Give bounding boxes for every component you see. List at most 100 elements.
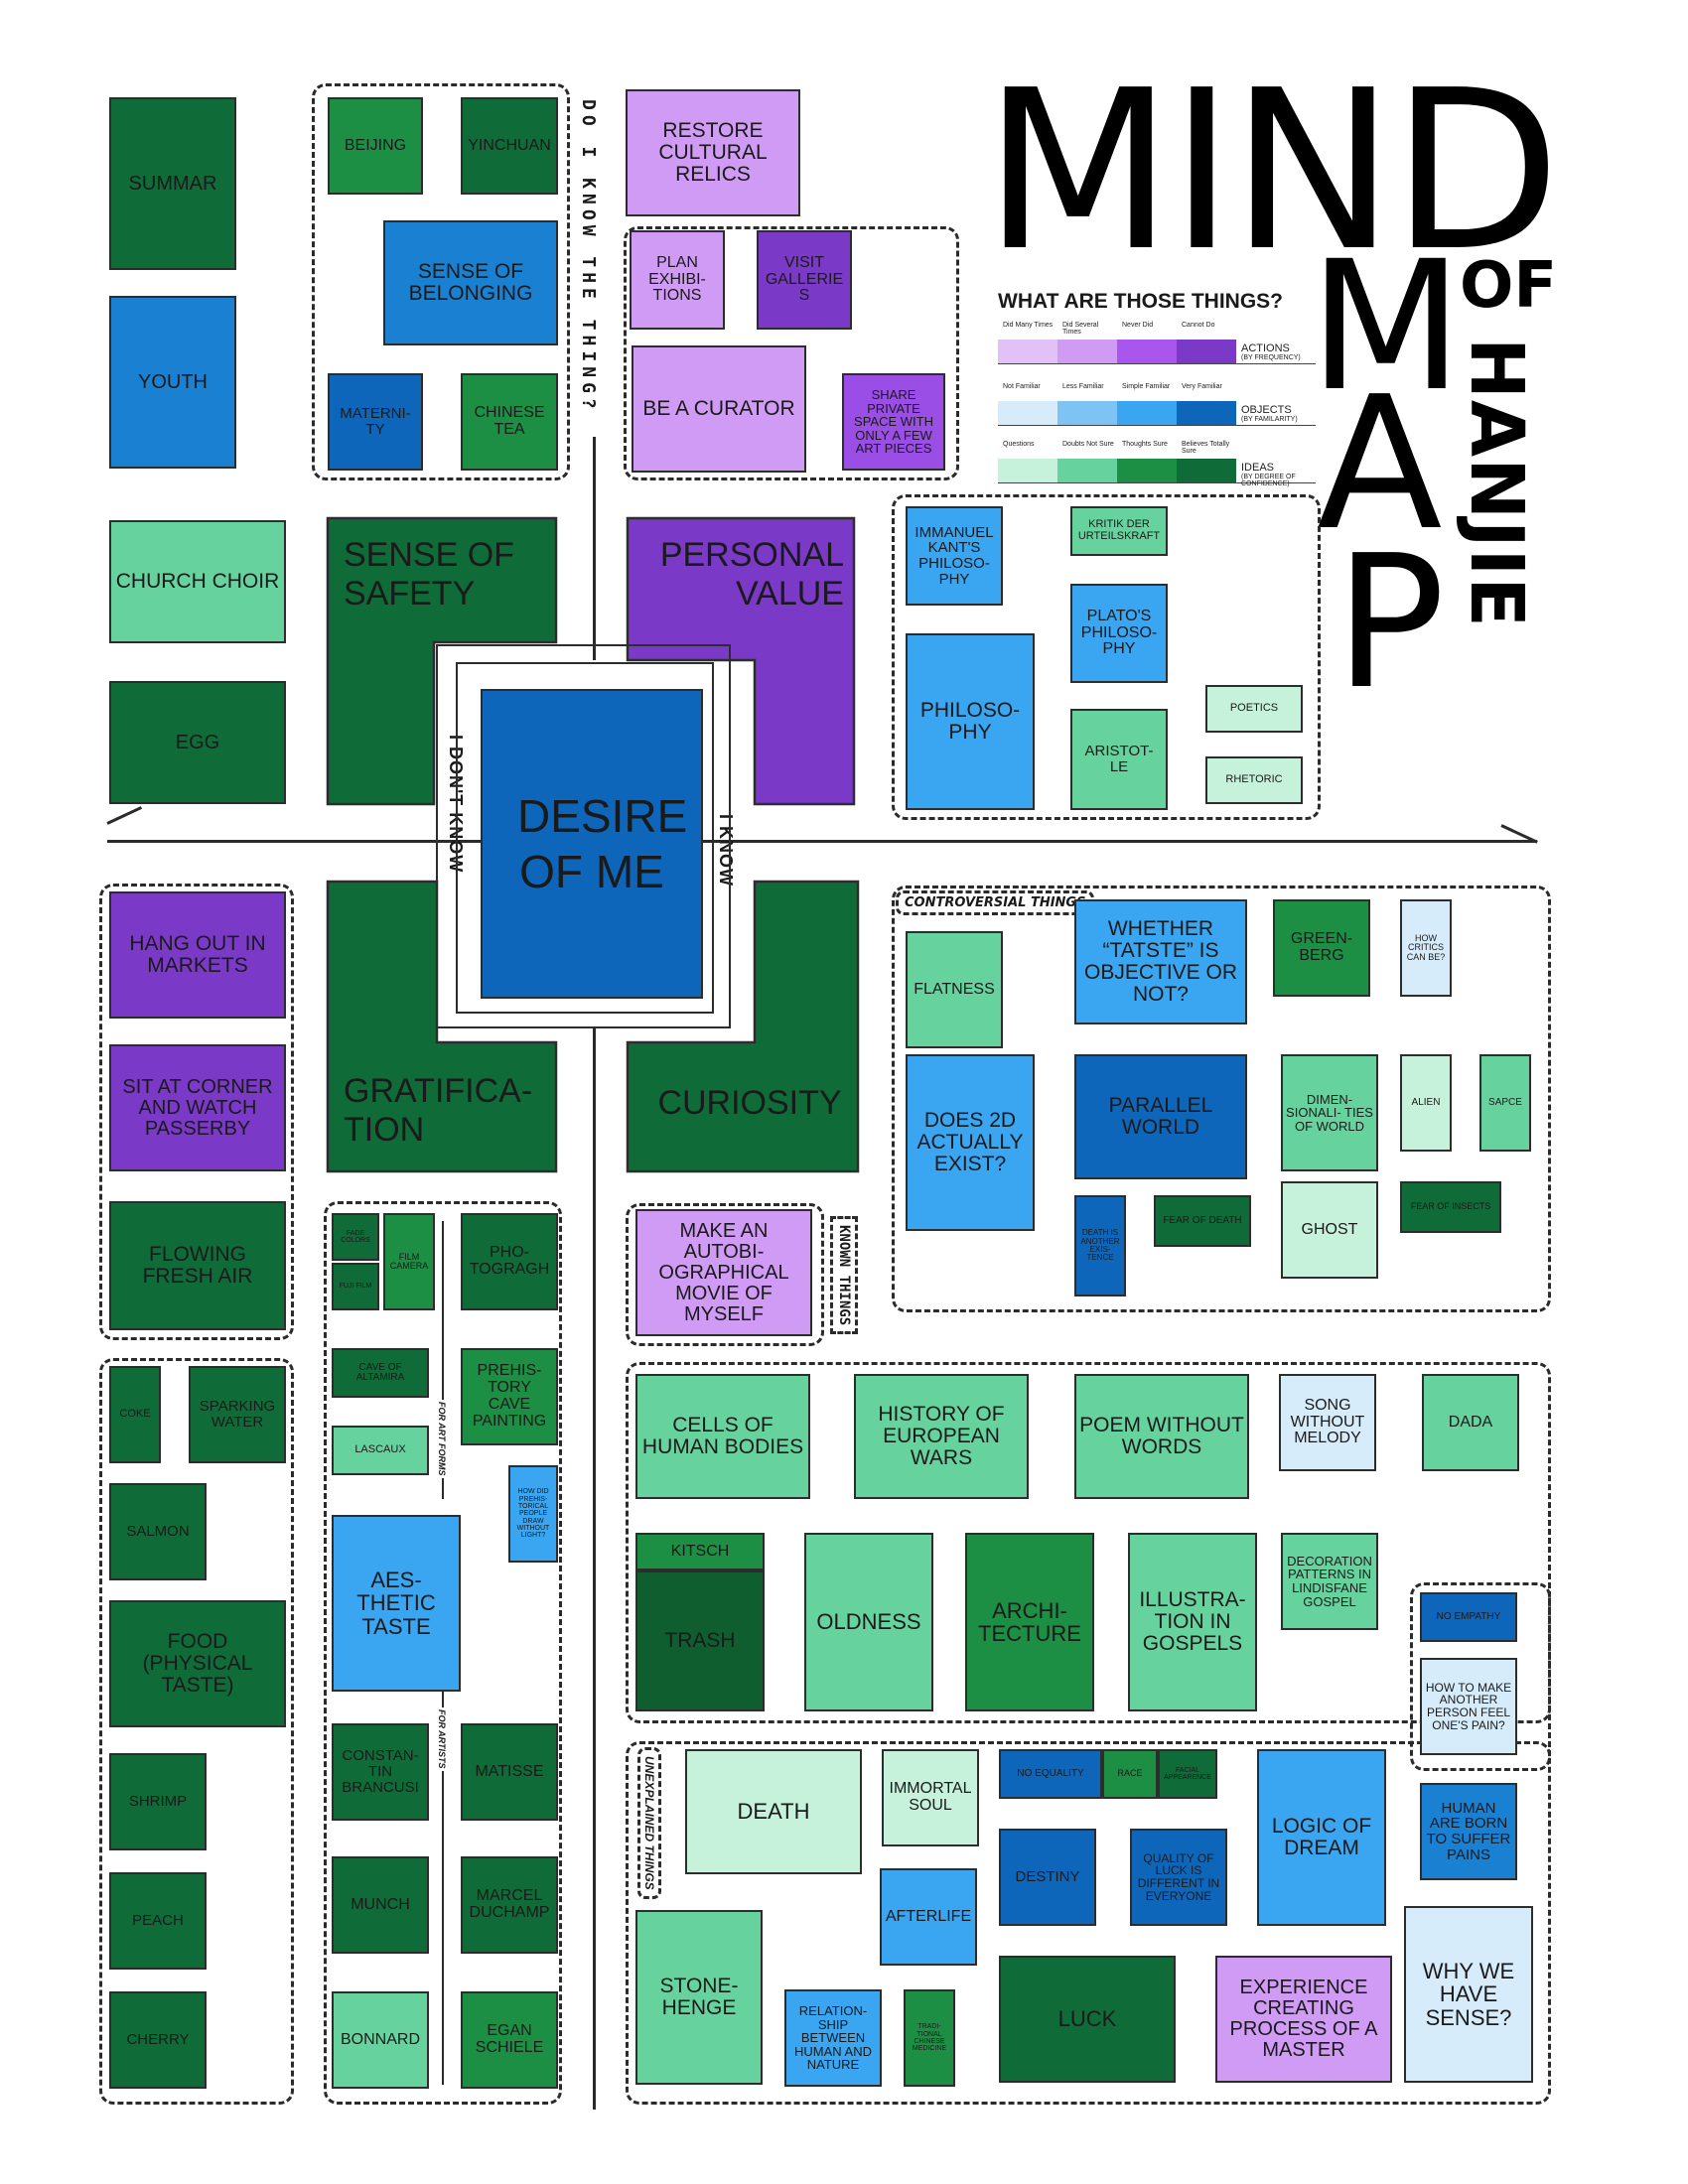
node-aesthetic: AES- THETIC TASTE [332, 1515, 461, 1692]
legend-swatch [1057, 401, 1117, 425]
node-label: DEATH [737, 1799, 810, 1825]
node-yinchuan: YINCHUAN [461, 97, 558, 195]
node-flatness: FLATNESS [906, 931, 1003, 1048]
node-chinese-tea: CHINESE TEA [461, 373, 558, 471]
node-label: WHETHER “TATSTE” IS OBJECTIVE OR NOT? [1083, 916, 1238, 1007]
node-dimensionalities: DIMEN- SIONALI- TIES OF WORLD [1281, 1054, 1378, 1171]
node-label: YOUTH [138, 370, 208, 393]
center-outline-inner [456, 662, 714, 1014]
legend-scale-label: Very Familiar [1182, 383, 1222, 390]
node-label: PHILOSO- PHY [919, 698, 1021, 744]
node-cherry: CHERRY [109, 1991, 207, 2089]
node-label: CELLS OF HUMAN BODIES [641, 1413, 804, 1458]
node-label: HISTORY OF EUROPEAN WARS [878, 1402, 1005, 1470]
node-duchamp: MARCEL DUCHAMP [461, 1856, 558, 1954]
legend-scale-label: Not Familiar [1003, 383, 1041, 390]
legend-swatch [1057, 459, 1117, 482]
node-label: BONNARD [340, 2030, 420, 2048]
node-brancusi: CONSTAN- TIN BRANCUSI [332, 1723, 429, 1821]
node-label: DESTINY [1015, 1868, 1080, 1886]
node-label: DADA [1448, 1413, 1493, 1431]
node-munch: MUNCH [332, 1856, 429, 1954]
node-does2d: DOES 2D ACTUALLY EXIST? [906, 1054, 1035, 1231]
node-label: FADE COLORS [341, 1229, 370, 1244]
node-philosophy: PHILOSO- PHY [906, 633, 1035, 810]
node-label: RACE [1117, 1768, 1143, 1779]
node-label: CHURCH CHOIR [115, 569, 280, 593]
node-label: FEAR OF DEATH [1163, 1214, 1242, 1226]
node-label: POEM WITHOUT WORDS [1079, 1413, 1244, 1458]
title-p: P [1335, 515, 1446, 730]
legend-rule [998, 363, 1316, 364]
node-label: MATISSE [475, 1762, 544, 1780]
node-tatste: WHETHER “TATSTE” IS OBJECTIVE OR NOT? [1074, 899, 1247, 1024]
node-label: DIMEN- SIONALI- TIES OF WORLD [1286, 1091, 1373, 1134]
title-a: A [1317, 356, 1443, 571]
node-label: SENSE OF BELONGING [408, 259, 533, 305]
node-photograph: PHO- TOGRAGH [461, 1213, 558, 1310]
node-label: PEACH [132, 1912, 184, 1930]
center-label: DESIRE OF ME [517, 789, 688, 897]
node-label: FUJI FILM [339, 1283, 372, 1291]
node-label: HANG OUT IN MARKETS [129, 931, 266, 977]
node-label: BEIJING [344, 136, 407, 154]
label-unexplained-things: UNEXPLAINED THINGS [637, 1747, 661, 1899]
node-label: CHERRY [126, 2031, 190, 2049]
node-label: MUNCH [351, 1895, 410, 1913]
node-poem: POEM WITHOUT WORDS [1074, 1374, 1249, 1499]
node-label: ALIEN [1411, 1096, 1441, 1108]
node-peach: PEACH [109, 1872, 207, 1970]
legend-scale-label: Cannot Do [1182, 322, 1215, 329]
node-label: EXPERIENCE CREATING PROCESS OF A MASTER [1229, 1977, 1378, 2061]
node-human-born: HUMAN ARE BORN TO SUFFER PAINS [1420, 1783, 1517, 1880]
node-poetics: POETICS [1205, 685, 1303, 733]
node-curator: BE A CURATOR [632, 345, 806, 473]
node-label: EGAN SCHIELE [475, 2022, 544, 2056]
node-label: MARCEL DUCHAMP [469, 1887, 550, 1921]
node-immortal: IMMORTAL SOUL [882, 1749, 979, 1846]
node-kritik: KRITIK DER URTEILSKRAFT [1070, 506, 1168, 556]
node-label: HUMAN ARE BORN TO SUFFER PAINS [1426, 1799, 1511, 1863]
node-plan-exh: PLAN EXHIBI- TIONS [630, 230, 725, 330]
node-label: ILLUSTRA- TION IN GOSPELS [1139, 1587, 1246, 1656]
legend-scale-label: Simple Familiar [1122, 383, 1171, 390]
group-art-forms [324, 1201, 562, 2105]
node-choir: CHURCH CHOIR [109, 520, 286, 643]
quadrant-safety-shape [326, 516, 558, 806]
node-sit-corner: SIT AT CORNER AND WATCH PASSERBY [109, 1044, 286, 1171]
node-label: FEAR OF INSECTS [1410, 1201, 1491, 1212]
node-label: YINCHUAN [468, 136, 551, 154]
node-aristotle: ARISTOT- LE [1070, 709, 1168, 810]
legend-category-name: IDEAS [1241, 462, 1275, 474]
axis-label-do-i-know: DO I KNOW THE THING? [578, 99, 599, 414]
node-label: FLATNESS [914, 980, 995, 998]
node-experience: EXPERIENCE CREATING PROCESS OF A MASTER [1215, 1956, 1392, 2083]
legend-swatch [1177, 459, 1236, 482]
node-fear-insects: FEAR OF INSECTS [1400, 1181, 1501, 1233]
node-label: WHY WE HAVE SENSE? [1422, 1959, 1515, 2030]
node-no-empathy: NO EMPATHY [1420, 1592, 1517, 1642]
legend-scale-label: Less Familiar [1062, 383, 1104, 390]
node-label: PLATO'S PHILOSO- PHY [1080, 607, 1158, 658]
node-rhetoric: RHETORIC [1205, 756, 1303, 804]
quadrant-curio-label: CURIOSITY [657, 1084, 842, 1122]
node-visit-gal: VISIT GALLERIES [757, 230, 852, 330]
node-label: DOES 2D ACTUALLY EXIST? [916, 1108, 1024, 1176]
node-label: FOOD (PHYSICAL TASTE) [142, 1629, 253, 1698]
node-relationship: RELATION- SHIP BETWEEN HUMAN AND NATURE [784, 1989, 882, 2087]
legend-rule [998, 425, 1316, 426]
legend-swatch [1117, 459, 1177, 482]
node-label: QUALITY OF LUCK IS DIFFERENT IN EVERYONE [1137, 1850, 1220, 1903]
node-label: COKE [119, 1408, 151, 1421]
node-alien: ALIEN [1400, 1054, 1452, 1152]
node-restore: RESTORE CULTURAL RELICS [626, 89, 800, 216]
group-foods [99, 1358, 294, 2105]
legend-swatch [1117, 401, 1177, 425]
node-critics: HOW CRITICS CAN BE? [1400, 899, 1452, 997]
node-fade-colors: FADE COLORS [332, 1213, 379, 1261]
group-curator [624, 226, 959, 480]
legend-swatch [998, 459, 1057, 482]
legend-scale-label: Doubts Not Sure [1062, 441, 1114, 448]
node-label: POETICS [1229, 702, 1279, 715]
node-label: EGG [175, 731, 220, 753]
